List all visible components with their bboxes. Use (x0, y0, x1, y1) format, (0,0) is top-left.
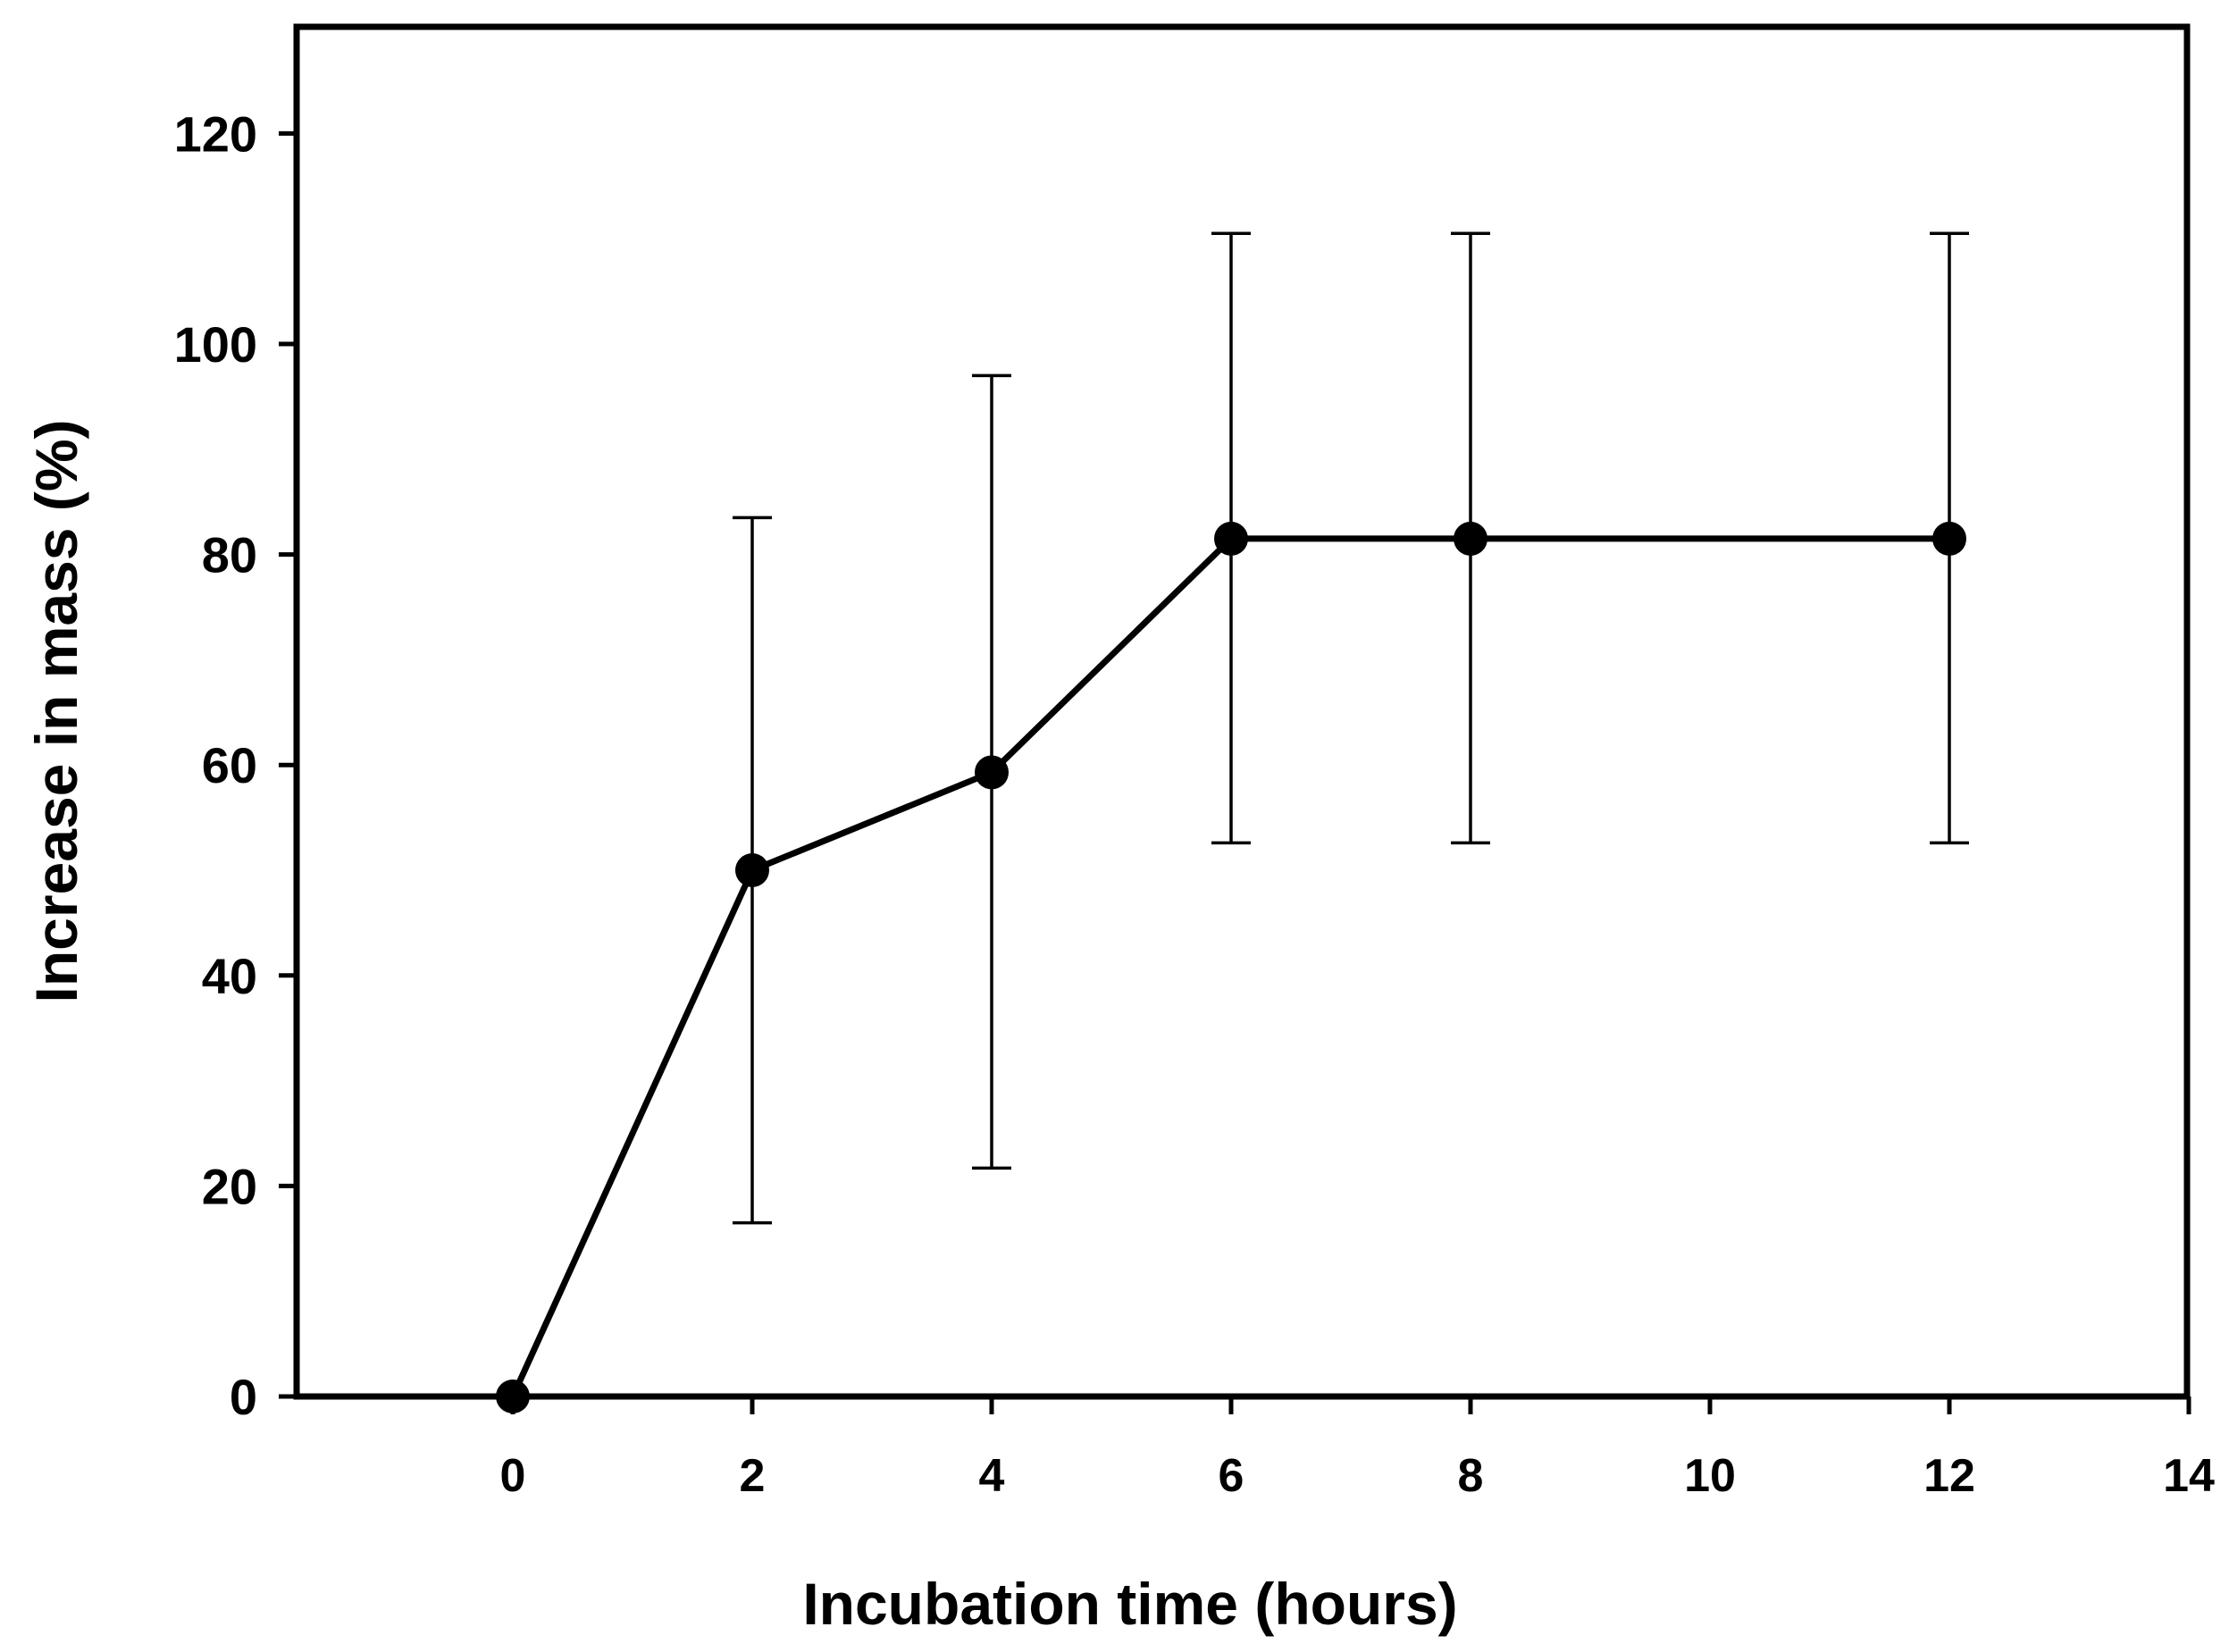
x-tick-label: 0 (500, 1450, 526, 1502)
y-tick-label: 60 (202, 737, 257, 793)
x-axis: 0 2 4 6 8 10 12 14 (500, 1396, 2215, 1502)
data-point (1932, 521, 1966, 556)
data-point (975, 755, 1009, 790)
x-tick-label: 2 (740, 1450, 766, 1502)
y-tick-label: 100 (174, 316, 257, 373)
x-tick-label: 10 (1684, 1450, 1736, 1502)
plot-area-frame (293, 23, 2191, 1400)
data-point (1454, 521, 1487, 556)
y-tick-label: 80 (202, 527, 257, 583)
series-lines (509, 535, 1949, 1398)
data-point (735, 853, 769, 887)
x-tick-label: 12 (1923, 1450, 1975, 1502)
y-tick-label: 120 (174, 105, 257, 162)
y-tick-label: 0 (230, 1369, 257, 1425)
x-tick-label: 8 (1458, 1450, 1484, 1502)
x-tick-label: 14 (2163, 1450, 2215, 1502)
y-axis-title: Increase in mass (%) (23, 420, 89, 1003)
data-points (496, 521, 1966, 1413)
x-axis-title: Incubation time (hours) (802, 1571, 1457, 1637)
data-point (1214, 521, 1248, 556)
series-line (509, 535, 1949, 1398)
y-tick-label: 40 (202, 948, 257, 1004)
y-tick-label: 20 (202, 1158, 257, 1214)
x-tick-label: 6 (1219, 1450, 1244, 1502)
error-bars (733, 231, 1969, 1225)
x-tick-label: 4 (979, 1450, 1005, 1502)
y-axis: 0 20 40 60 80 100 120 (174, 105, 297, 1425)
data-point (496, 1379, 530, 1413)
